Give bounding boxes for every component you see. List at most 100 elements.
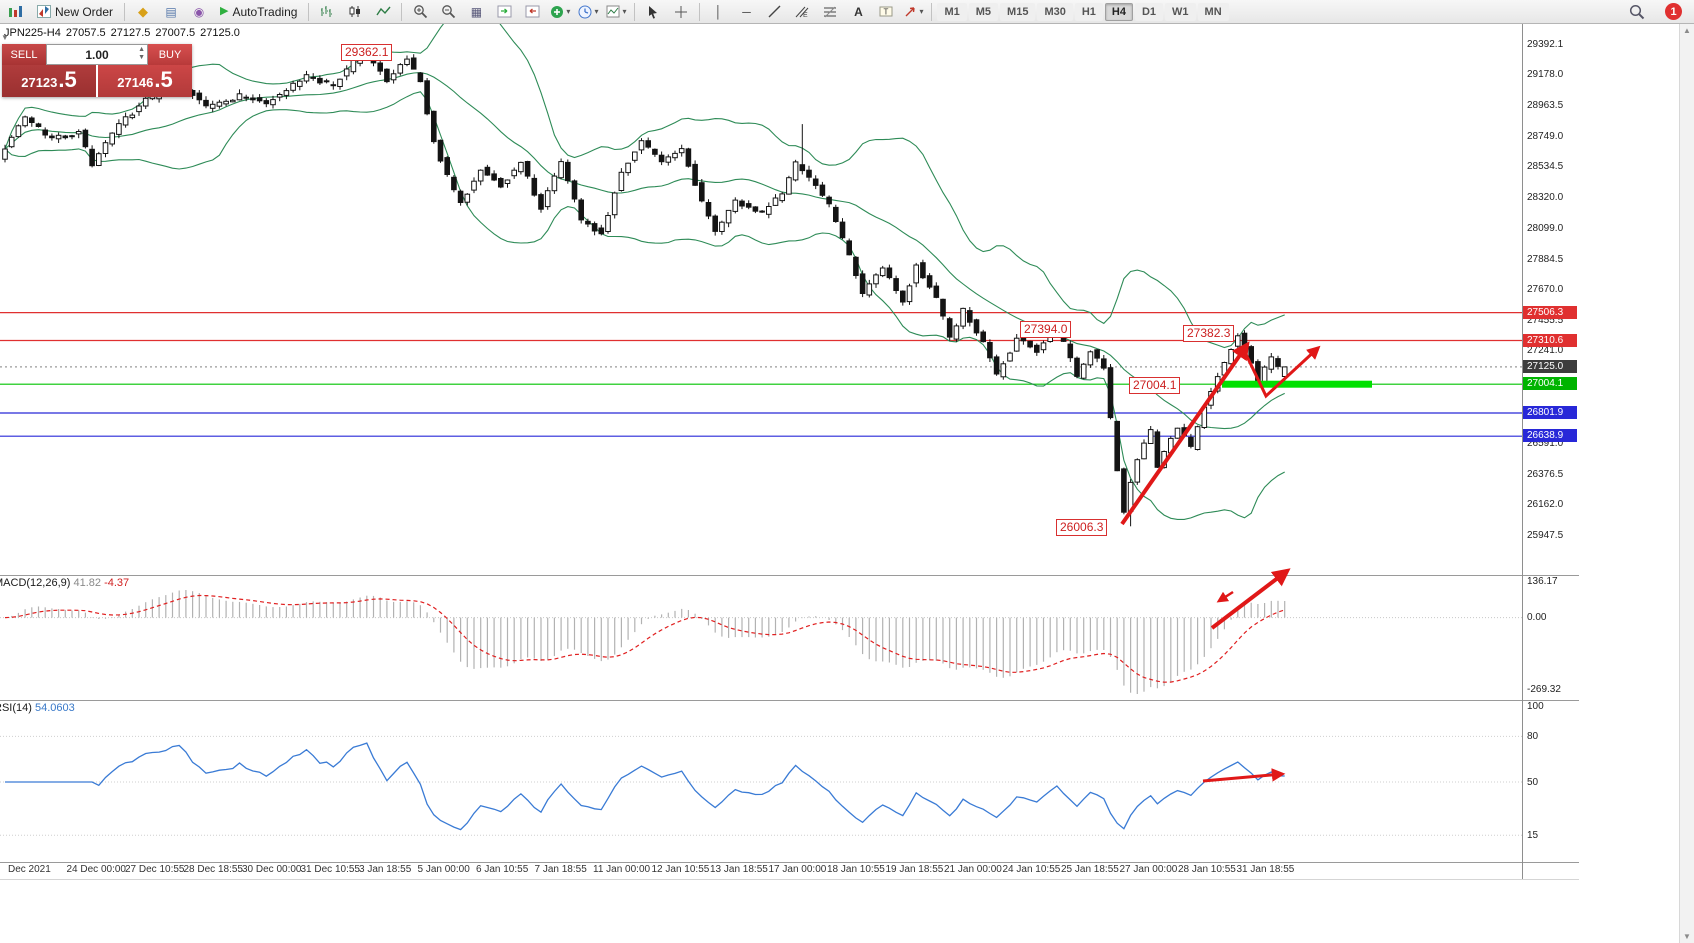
- price-callout-27382.3[interactable]: 27382.3: [1183, 325, 1235, 342]
- price-scale-label: 28099.0: [1527, 223, 1564, 235]
- indicators-button[interactable]: ▾: [547, 2, 573, 22]
- price-badge-26801.9: 26801.9: [1523, 405, 1577, 419]
- main-chart[interactable]: [0, 24, 1522, 575]
- trade-panel-toggle[interactable]: ▼: [1, 33, 9, 42]
- rsi-panel[interactable]: [0, 700, 1522, 862]
- timeframe-button-W1[interactable]: W1: [1165, 3, 1196, 21]
- time-label: 24 Jan 10:55: [1002, 864, 1061, 875]
- vertical-scrollbar[interactable]: ▲ ▼: [1679, 24, 1694, 943]
- line-chart-icon[interactable]: [370, 1, 396, 23]
- timeframe-button-M30[interactable]: M30: [1037, 3, 1073, 21]
- bar-chart-icon[interactable]: [314, 1, 340, 23]
- periods-button[interactable]: ▾: [575, 2, 601, 22]
- metaeditor-icon[interactable]: ◆: [138, 4, 149, 19]
- volume-down-button[interactable]: ▼: [138, 54, 145, 61]
- zoom-in-icon[interactable]: [407, 1, 433, 23]
- time-label: 28 Jan 10:55: [1178, 864, 1236, 875]
- time-label: 31 Dec 10:55: [300, 864, 361, 875]
- clock-icon: [578, 5, 592, 18]
- separator: [124, 2, 126, 21]
- tile-windows-icon[interactable]: ▦: [470, 4, 483, 19]
- auto-scroll-icon[interactable]: [491, 1, 517, 23]
- separator: [308, 2, 310, 21]
- timeframe-button-M5[interactable]: M5: [968, 3, 999, 21]
- scroll-down-icon[interactable]: ▼: [1683, 932, 1691, 941]
- time-label: 30 Dec 00:00: [242, 864, 302, 875]
- volume-input[interactable]: 1.00 ▲ ▼: [46, 44, 148, 65]
- price-scale-label: 27241.0: [1527, 345, 1564, 357]
- macd-main-value: 41.82: [73, 577, 102, 589]
- search-icon[interactable]: [1624, 1, 1650, 23]
- macd-label: MACD(12,26,9) 41.82 -4.37: [0, 577, 130, 589]
- time-label: 19 Jan 18:55: [885, 864, 944, 875]
- separator: [634, 2, 636, 21]
- text-icon[interactable]: A: [854, 4, 863, 19]
- vertical-line-icon[interactable]: │: [714, 4, 723, 19]
- scroll-up-icon[interactable]: ▲: [1683, 26, 1691, 35]
- print-icon[interactable]: ▤: [165, 4, 177, 19]
- arrows-tool-button[interactable]: ▾: [901, 2, 926, 22]
- open-value: 27057.5: [65, 27, 106, 39]
- crosshair-icon[interactable]: [668, 1, 694, 23]
- macd-panel[interactable]: [0, 575, 1522, 700]
- price-scale-label: 29178.0: [1527, 69, 1564, 81]
- time-label: 25 Jan 18:55: [1061, 864, 1119, 875]
- timeframe-button-MN[interactable]: MN: [1197, 3, 1229, 21]
- text-label-icon[interactable]: T: [873, 1, 899, 23]
- price-scale-label: 26376.5: [1527, 468, 1564, 480]
- time-label: 11 Jan 00:00: [593, 864, 651, 875]
- notification-badge[interactable]: 1: [1665, 3, 1682, 20]
- chart-window-icon[interactable]: [3, 1, 29, 23]
- macd-signal-value: -4.37: [104, 577, 130, 589]
- zoom-out-icon[interactable]: [435, 1, 461, 23]
- fibonacci-icon[interactable]: [817, 1, 843, 23]
- candlestick-logo-icon: [9, 5, 22, 17]
- panel-separator[interactable]: [0, 700, 1579, 701]
- separator: [699, 2, 701, 21]
- panel-separator[interactable]: [0, 575, 1579, 576]
- chart-shift-icon[interactable]: [519, 1, 545, 23]
- sell-button[interactable]: SELL: [2, 44, 46, 65]
- price-scale-label: 26591.0: [1527, 438, 1564, 450]
- one-click-trading-panel: ▼ SELL 1.00 ▲ ▼ BUY 27123.5 27146.5: [1, 33, 192, 97]
- time-label: 3 Jan 18:55: [359, 864, 412, 875]
- chevron-down-icon: ▾: [594, 6, 599, 16]
- price-callout-27394.0[interactable]: 27394.0: [1020, 321, 1072, 338]
- macd-scale-zero: 0.00: [1527, 611, 1547, 623]
- price-scale-label: 28963.5: [1527, 100, 1564, 112]
- timeframe-button-D1[interactable]: D1: [1134, 3, 1164, 21]
- new-order-button[interactable]: New Order: [31, 2, 119, 22]
- price-scale-label: 28320.0: [1527, 191, 1564, 203]
- timeframe-button-M15[interactable]: M15: [1000, 3, 1036, 21]
- time-label: 28 Dec 18:55: [183, 864, 244, 875]
- equidistant-channel-icon[interactable]: E: [789, 1, 815, 23]
- play-icon: ▶: [220, 5, 229, 17]
- candlestick-chart-icon[interactable]: [342, 1, 368, 23]
- rsi-scale-80: 80: [1527, 731, 1539, 743]
- timeframe-button-H1[interactable]: H1: [1074, 3, 1103, 21]
- volume-up-button[interactable]: ▲: [138, 46, 145, 53]
- buy-price[interactable]: 27146.5: [98, 65, 192, 97]
- price-callout-27004.1[interactable]: 27004.1: [1129, 377, 1181, 394]
- time-label: 7 Jan 18:55: [534, 864, 587, 875]
- trendline-icon[interactable]: [761, 1, 787, 23]
- volume-value: 1.00: [85, 47, 109, 62]
- autotrading-button[interactable]: ▶ AutoTrading: [214, 2, 303, 22]
- low-value: 27007.5: [155, 27, 196, 39]
- cursor-icon[interactable]: [640, 1, 666, 23]
- time-label: 12 Jan 10:55: [651, 864, 710, 875]
- arrow-shape-icon: [905, 7, 916, 17]
- price-scale-label: 29392.1: [1527, 39, 1564, 50]
- templates-button[interactable]: ▾: [603, 2, 629, 22]
- price-callout-26006.3[interactable]: 26006.3: [1056, 519, 1108, 536]
- price-scale-label: 27884.5: [1527, 253, 1564, 265]
- price-scale-label: 27455.5: [1527, 314, 1564, 326]
- timeframe-button-H4[interactable]: H4: [1104, 3, 1133, 21]
- horizontal-line-icon[interactable]: ─: [742, 4, 751, 19]
- price-callout-29362.1[interactable]: 29362.1: [341, 44, 393, 61]
- high-value: 27127.5: [110, 27, 151, 39]
- buy-button[interactable]: BUY: [148, 44, 192, 65]
- timeframe-button-M1[interactable]: M1: [937, 3, 967, 21]
- sell-price[interactable]: 27123.5: [2, 65, 96, 97]
- community-icon[interactable]: ◉: [193, 4, 205, 19]
